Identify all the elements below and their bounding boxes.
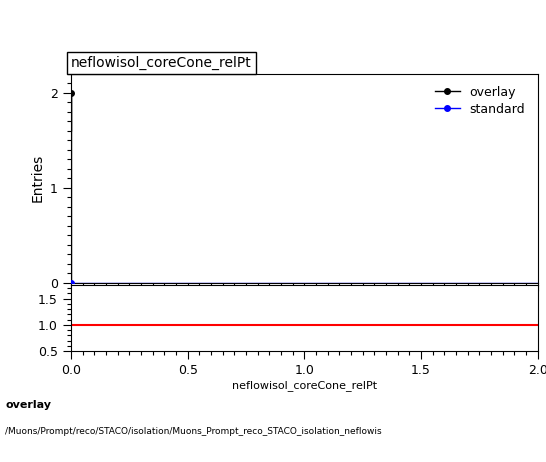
Y-axis label: Entries: Entries [30,154,44,202]
Text: overlay: overlay [5,400,51,410]
Text: /Muons/Prompt/reco/STACO/isolation/Muons_Prompt_reco_STACO_isolation_neflowis: /Muons/Prompt/reco/STACO/isolation/Muons… [5,427,382,436]
X-axis label: neflowisol_coreCone_relPt: neflowisol_coreCone_relPt [232,380,377,391]
Text: neflowisol_coreCone_relPt: neflowisol_coreCone_relPt [71,56,252,70]
Legend: overlay, standard: overlay, standard [429,80,532,122]
